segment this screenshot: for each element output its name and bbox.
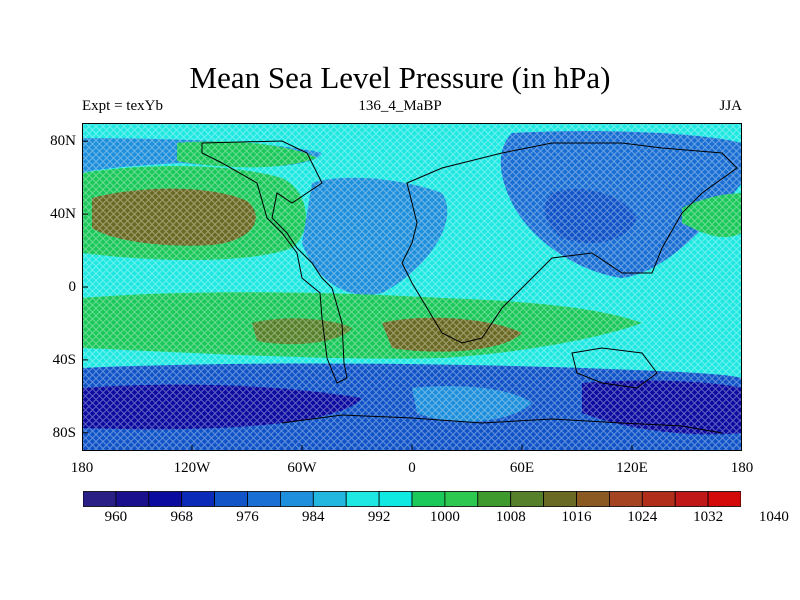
colorbar-box (510, 491, 545, 507)
y-tick-label: 80S (52, 424, 76, 441)
colorbar-box (576, 491, 610, 507)
plot-title: Mean Sea Level Pressure (in hPa) (189, 60, 611, 95)
colorbar-box (214, 491, 248, 507)
colorbar-label: 960 (104, 509, 128, 525)
colorbar-box (115, 491, 150, 507)
colorbar-label: 1008 (495, 509, 526, 525)
continent-americas (201, 140, 348, 384)
season-label: JJA (719, 98, 742, 114)
colorbar (83, 491, 741, 507)
colorbar-box (345, 491, 380, 507)
colorbar-box (641, 491, 676, 507)
x-tick-label: 60W (287, 460, 317, 476)
colorbar-box (444, 491, 479, 507)
continent-antarctica (281, 414, 723, 434)
x-tick-label: 120W (173, 460, 211, 476)
colorbar-label: 968 (170, 509, 193, 525)
colorbar-label: 976 (236, 509, 259, 525)
y-tick-label: 80N (50, 133, 76, 150)
colorbar-box (83, 491, 117, 507)
colorbar-box (609, 491, 643, 507)
colorbar-box (378, 491, 413, 507)
colorbar-box (312, 491, 347, 507)
continent-africa-eurasia (401, 142, 738, 344)
colorbar-label: 1000 (429, 509, 460, 525)
continent-australia (571, 347, 658, 389)
colorbar-label: 1040 (758, 509, 789, 525)
x-tick-label: 0 (408, 460, 416, 476)
colorbar-label: 1032 (693, 509, 724, 525)
colorbar-box (247, 491, 281, 507)
y-tick-label: 40N (50, 206, 76, 223)
x-tick-label: 180 (70, 460, 94, 476)
colorbar-box (477, 491, 512, 507)
x-tick-label: 120E (616, 460, 648, 476)
colorbar-box (707, 491, 741, 507)
y-tick-label: 40S (52, 351, 76, 368)
colorbar-box (279, 491, 314, 507)
colorbar-label: 984 (302, 509, 325, 525)
colorbar-box (674, 491, 709, 507)
period-label: 136_4_MaBP (358, 98, 442, 114)
colorbar-box (543, 491, 577, 507)
colorbar-label: 1024 (627, 509, 658, 525)
experiment-label: Expt = texYb (82, 98, 163, 114)
x-tick-label: 60E (509, 460, 535, 476)
x-tick-label: 180 (730, 460, 754, 476)
colorbar-label: 1016 (561, 509, 592, 525)
y-tick-label: 0 (68, 279, 77, 295)
colorbar-box (148, 491, 183, 507)
colorbar-label: 992 (367, 509, 391, 525)
colorbar-box (181, 491, 215, 507)
colorbar-box (411, 491, 446, 507)
pressure-map (82, 123, 742, 451)
